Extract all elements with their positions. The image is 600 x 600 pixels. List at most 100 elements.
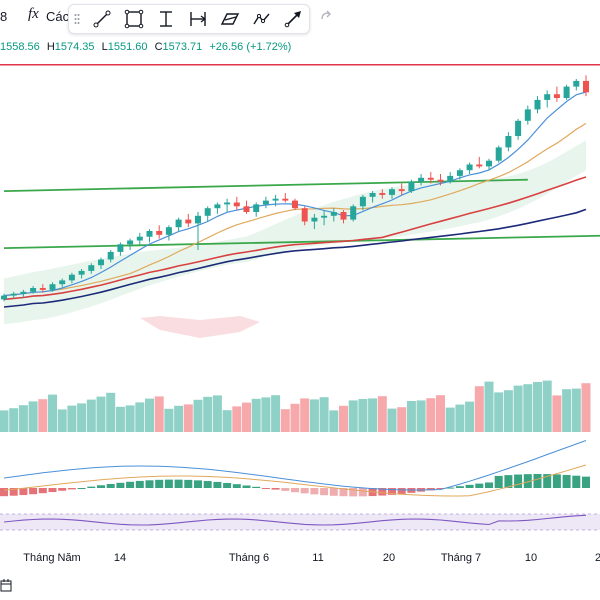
- candle[interactable]: [437, 179, 444, 182]
- candle[interactable]: [398, 189, 405, 192]
- candle[interactable]: [214, 204, 221, 209]
- candle[interactable]: [233, 202, 240, 207]
- candle[interactable]: [553, 94, 560, 98]
- brush-icon[interactable]: [219, 9, 241, 29]
- macd-histogram-bar: [572, 475, 581, 488]
- rsi-band: [0, 514, 600, 530]
- candle[interactable]: [262, 200, 269, 205]
- candle[interactable]: [107, 251, 114, 260]
- candle[interactable]: [408, 181, 415, 192]
- candle[interactable]: [389, 189, 395, 195]
- top-toolbar: 8 fx Các: [0, 0, 600, 34]
- candle[interactable]: [369, 193, 376, 197]
- candle[interactable]: [330, 212, 337, 216]
- drag-grip-icon[interactable]: [74, 13, 80, 25]
- candle[interactable]: [379, 193, 386, 195]
- high-value: 1574.35: [54, 41, 95, 53]
- candle[interactable]: [340, 212, 347, 220]
- macd-histogram-bar: [310, 488, 319, 495]
- candle[interactable]: [515, 120, 522, 136]
- macd-histogram-bar: [455, 486, 464, 488]
- candle[interactable]: [146, 231, 153, 237]
- x-axis-tick: Tháng Năm: [23, 552, 80, 564]
- candle[interactable]: [282, 198, 289, 201]
- candle[interactable]: [272, 198, 279, 201]
- candle[interactable]: [224, 202, 231, 205]
- candle[interactable]: [292, 200, 298, 209]
- candle[interactable]: [359, 196, 366, 207]
- candle[interactable]: [1, 295, 7, 300]
- candle[interactable]: [117, 244, 124, 252]
- candle[interactable]: [301, 208, 308, 222]
- candle[interactable]: [495, 147, 502, 161]
- candle[interactable]: [156, 231, 163, 235]
- close-label: C: [154, 41, 163, 53]
- candle[interactable]: [39, 288, 46, 290]
- candle[interactable]: [447, 175, 454, 182]
- volume-bar: [513, 385, 523, 432]
- candle[interactable]: [78, 270, 85, 275]
- candle[interactable]: [204, 208, 211, 216]
- volume-bar: [38, 399, 48, 432]
- candle[interactable]: [486, 160, 492, 167]
- candle[interactable]: [30, 288, 37, 292]
- macd-histogram-bar: [329, 488, 338, 496]
- volume-bar: [290, 403, 300, 432]
- candle[interactable]: [573, 80, 580, 87]
- candle[interactable]: [88, 265, 95, 271]
- volume-bar: [581, 383, 591, 432]
- candle[interactable]: [68, 274, 75, 281]
- high-label: H: [46, 41, 55, 53]
- candle[interactable]: [524, 109, 531, 121]
- candle[interactable]: [195, 215, 201, 224]
- candle[interactable]: [253, 204, 260, 212]
- macd-histogram-bar: [494, 475, 503, 488]
- candle[interactable]: [466, 164, 473, 171]
- date-price-range-icon[interactable]: [187, 9, 209, 29]
- fx-icon[interactable]: fx: [28, 6, 39, 22]
- calendar-icon[interactable]: [0, 578, 12, 592]
- candle[interactable]: [418, 177, 425, 182]
- volume-bar: [377, 396, 387, 432]
- volume-bar: [387, 408, 397, 432]
- candle[interactable]: [321, 215, 328, 218]
- candle[interactable]: [456, 170, 463, 176]
- candle[interactable]: [59, 280, 66, 285]
- rectangle-icon[interactable]: [123, 9, 145, 29]
- close-value: 1573.71: [162, 41, 203, 53]
- candle[interactable]: [49, 284, 56, 290]
- macd-histogram-bar: [155, 479, 164, 488]
- candle[interactable]: [350, 206, 357, 220]
- volume-bar: [145, 398, 154, 432]
- candle[interactable]: [165, 227, 172, 235]
- path-icon[interactable]: [251, 9, 273, 29]
- candle[interactable]: [311, 217, 318, 222]
- volume-bar: [154, 396, 164, 432]
- candle[interactable]: [427, 177, 434, 180]
- candle[interactable]: [505, 136, 512, 148]
- candle[interactable]: [136, 236, 143, 241]
- candle[interactable]: [20, 291, 27, 294]
- candle[interactable]: [98, 259, 104, 266]
- candle[interactable]: [175, 219, 182, 228]
- ma-navy-line: [3, 208, 587, 308]
- candle[interactable]: [127, 240, 134, 245]
- arrow-icon[interactable]: [283, 9, 305, 29]
- candle[interactable]: [544, 94, 551, 100]
- candle[interactable]: [10, 293, 17, 296]
- candle[interactable]: [243, 206, 250, 212]
- candle[interactable]: [583, 80, 589, 93]
- candle[interactable]: [563, 86, 570, 98]
- trend-line-icon[interactable]: [91, 9, 113, 29]
- candle[interactable]: [185, 219, 192, 224]
- redo-arrow-icon[interactable]: [318, 8, 334, 24]
- open-value: 1558.56: [0, 41, 40, 53]
- lower-trendline[interactable]: [3, 234, 600, 249]
- candle[interactable]: [476, 164, 483, 167]
- indicators-button[interactable]: Các: [46, 9, 70, 24]
- volume-bar: [329, 410, 339, 432]
- fib-retracement-icon[interactable]: [155, 9, 177, 29]
- candle[interactable]: [534, 99, 541, 110]
- volume-bar: [436, 395, 445, 432]
